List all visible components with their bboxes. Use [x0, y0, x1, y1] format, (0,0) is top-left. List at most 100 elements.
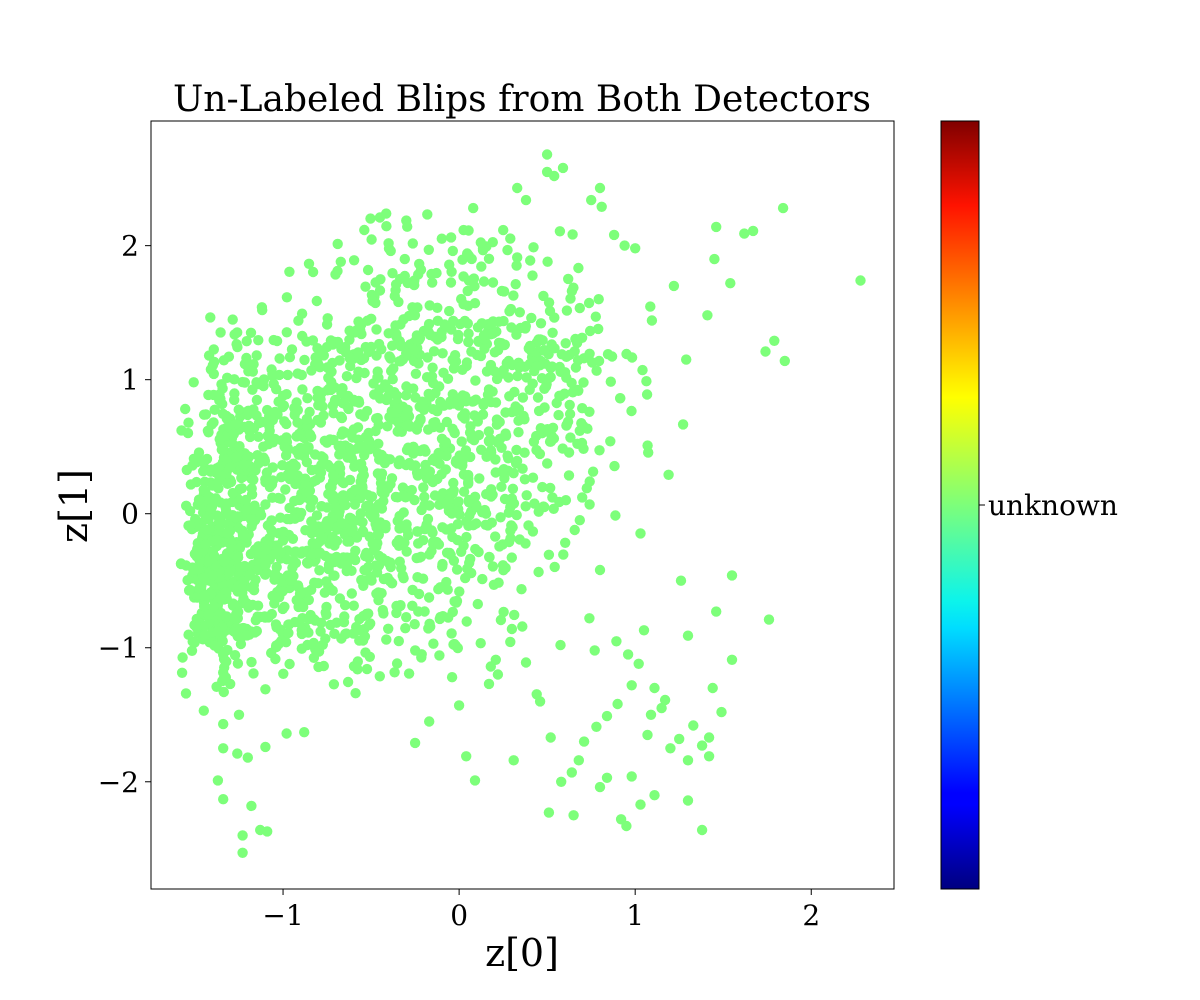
scatter-point — [525, 255, 536, 266]
scatter-point — [682, 630, 694, 641]
scatter-point — [463, 336, 474, 348]
scatter-point — [374, 285, 386, 296]
y-tick-label: 1 — [121, 364, 139, 397]
scatter-point — [366, 234, 377, 245]
scatter-point — [240, 494, 252, 506]
scatter-point — [637, 364, 648, 376]
scatter-point — [463, 476, 474, 488]
scatter-point — [498, 606, 509, 618]
scatter-point — [354, 635, 365, 646]
scatter-point — [246, 483, 257, 494]
scatter-point — [590, 311, 601, 322]
scatter-point — [537, 335, 548, 346]
scatter-point — [492, 437, 503, 448]
scatter-point — [180, 403, 191, 415]
scatter-point — [520, 657, 532, 668]
scatter-point — [557, 162, 569, 174]
scatter-point — [444, 305, 455, 317]
scatter-point — [249, 627, 261, 638]
scatter-point — [696, 824, 708, 836]
scatter-point — [367, 295, 378, 307]
scatter-point — [278, 400, 290, 411]
scatter-point — [573, 262, 584, 274]
scatter-point — [380, 519, 391, 531]
scatter-point — [499, 339, 510, 351]
scatter-point — [583, 297, 595, 309]
scatter-point — [237, 847, 248, 858]
scatter-point — [464, 510, 475, 521]
scatter-point — [242, 752, 253, 763]
scatter-point — [391, 658, 403, 669]
scatter-point — [208, 601, 219, 613]
scatter-point — [393, 635, 404, 647]
scatter-point — [218, 649, 229, 660]
scatter-point — [417, 444, 429, 455]
scatter-point — [605, 376, 616, 387]
scatter-point — [476, 318, 488, 329]
scatter-point — [325, 335, 337, 346]
scatter-point — [376, 449, 387, 461]
scatter-point — [229, 388, 240, 399]
scatter-point — [646, 315, 658, 326]
scatter-point — [474, 473, 485, 484]
scatter-point — [711, 221, 722, 233]
scatter-point — [541, 149, 553, 160]
scatter-point — [545, 436, 557, 447]
scatter-point — [584, 406, 595, 417]
scatter-point — [601, 772, 613, 783]
scatter-point — [553, 409, 564, 421]
scatter-point — [531, 360, 543, 372]
scatter-point — [460, 445, 472, 456]
scatter-point — [218, 743, 229, 754]
scatter-point — [367, 512, 379, 523]
scatter-point — [409, 494, 420, 506]
scatter-point — [205, 312, 216, 323]
scatter-point — [520, 538, 531, 549]
scatter-point — [175, 558, 187, 569]
scatter-point — [441, 499, 452, 510]
scatter-point — [296, 369, 307, 381]
scatter-point — [267, 414, 278, 426]
scatter-point — [290, 478, 301, 490]
scatter-point — [177, 652, 188, 663]
scatter-point — [382, 421, 393, 432]
scatter-point — [344, 352, 355, 364]
scatter-point — [198, 705, 209, 716]
scatter-point — [327, 400, 338, 411]
scatter-point — [337, 426, 349, 437]
scatter-point — [402, 420, 413, 431]
scatter-point — [261, 467, 273, 478]
scatter-point — [176, 425, 187, 436]
y-tick-label: −1 — [98, 632, 139, 665]
scatter-point — [207, 570, 218, 581]
scatter-point — [215, 327, 226, 338]
x-axis-label: z[0] — [485, 931, 559, 975]
scatter-point — [323, 383, 335, 394]
scatter-point — [374, 393, 386, 404]
scatter-point — [218, 686, 229, 698]
scatter-point — [539, 383, 550, 394]
scatter-point — [334, 355, 345, 366]
scatter-point — [228, 429, 239, 440]
scatter-point — [563, 447, 575, 458]
scatter-point — [432, 315, 443, 326]
scatter-point — [413, 418, 424, 430]
scatter-point — [291, 431, 302, 442]
scatter-point — [383, 557, 394, 568]
x-tick-label: 0 — [450, 899, 468, 932]
scatter-point — [426, 371, 438, 382]
scatter-point — [478, 399, 489, 411]
scatter-point — [427, 362, 438, 373]
scatter-point — [248, 668, 259, 679]
scatter-point — [560, 495, 572, 506]
scatter-point — [445, 232, 457, 243]
scatter-point — [275, 512, 286, 523]
scatter-point — [554, 390, 565, 401]
scatter-point — [320, 607, 331, 618]
scatter-point — [339, 600, 351, 611]
scatter-point — [401, 612, 412, 623]
scatter-point — [567, 229, 578, 240]
scatter-point — [200, 514, 211, 525]
scatter-point — [519, 447, 530, 458]
scatter-point — [306, 365, 317, 376]
